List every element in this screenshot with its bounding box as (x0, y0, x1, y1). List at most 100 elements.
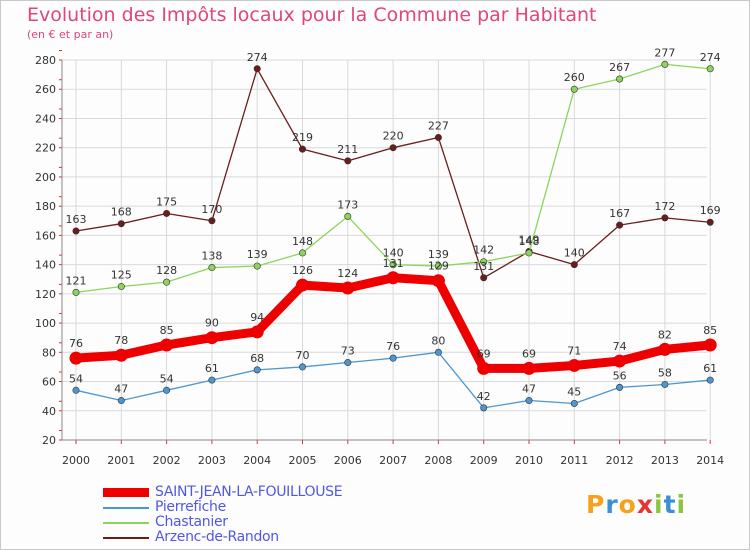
data-label: 47 (522, 383, 536, 396)
data-point (117, 283, 125, 291)
data-label: 73 (341, 345, 355, 358)
data-point (160, 338, 174, 352)
data-label: 168 (111, 206, 132, 219)
legend-label: Arzenc-de-Randon (155, 529, 279, 545)
y-tick-label: 80 (42, 346, 56, 359)
y-tick-label: 140 (35, 259, 56, 272)
data-label: 76 (386, 340, 400, 353)
x-tick-label: 2001 (107, 454, 135, 467)
data-label: 71 (567, 344, 581, 357)
data-point (570, 85, 578, 93)
data-labels: 163 168 175 170 274 219 211 220 227 131 149 140 167 1… (66, 46, 721, 402)
data-point (344, 157, 352, 165)
legend-swatch (103, 488, 149, 497)
data-point (163, 386, 171, 394)
chart-title: Evolution des Impôts locaux pour la Comm… (27, 4, 597, 26)
data-label: 140 (564, 247, 585, 260)
data-point (570, 399, 578, 407)
legend-swatch (103, 537, 149, 539)
data-point (389, 261, 397, 269)
data-label: 124 (337, 267, 358, 280)
data-label: 169 (700, 204, 721, 217)
y-tick-label: 40 (42, 405, 56, 418)
data-point (205, 331, 219, 345)
y-tick-label: 160 (35, 229, 56, 242)
data-point (706, 376, 714, 384)
y-tick-label: 220 (35, 142, 56, 155)
data-label: 69 (522, 347, 536, 360)
x-tick-label: 2003 (198, 454, 226, 467)
data-point (525, 397, 533, 405)
data-label: 138 (201, 250, 222, 263)
data-label: 80 (431, 334, 445, 347)
series-lines (69, 60, 717, 412)
data-point (616, 383, 624, 391)
data-label: 61 (703, 362, 717, 375)
x-tick-label: 2011 (560, 454, 588, 467)
data-label: 78 (114, 334, 128, 347)
y-tick-label: 260 (35, 83, 56, 96)
data-point (480, 274, 488, 282)
data-point (386, 271, 400, 285)
data-label: 170 (201, 203, 222, 216)
data-point (389, 354, 397, 362)
data-label: 76 (69, 337, 83, 350)
data-point (208, 264, 216, 272)
data-point (616, 221, 624, 229)
line-chart: 20 40 60 80 100 120 140 160 180 200 220 240 260 280 20… (35, 46, 724, 467)
y-tick-label: 280 (35, 54, 56, 67)
data-point (703, 338, 717, 352)
y-tick-label: 60 (42, 376, 56, 389)
data-point (706, 65, 714, 73)
data-label: 54 (160, 372, 174, 385)
data-label: 42 (477, 390, 491, 403)
logo-letter: i (676, 490, 687, 519)
data-label: 121 (66, 274, 87, 287)
data-point (434, 262, 442, 270)
proxiti-logo: Proxiti (586, 490, 686, 519)
logo-letter: t (663, 490, 677, 519)
data-label: 148 (519, 235, 540, 248)
data-label: 131 (383, 257, 404, 270)
data-point (163, 209, 171, 217)
data-label: 131 (473, 260, 494, 273)
x-tick-label: 2002 (153, 454, 181, 467)
logo-letter: r (605, 490, 619, 519)
data-point (163, 278, 171, 286)
legend-label: Pierrefiche (155, 499, 226, 515)
data-point (613, 354, 627, 368)
data-label: 220 (383, 130, 404, 143)
data-label: 163 (66, 213, 87, 226)
data-point (72, 227, 80, 235)
y-tick-label: 240 (35, 112, 56, 125)
data-point (253, 366, 261, 374)
data-label: 175 (156, 195, 177, 208)
data-label: 125 (111, 269, 132, 282)
data-label: 85 (703, 324, 717, 337)
x-tick-label: 2004 (243, 454, 271, 467)
data-point (250, 325, 264, 339)
y-tick-label: 120 (35, 288, 56, 301)
data-label: 82 (658, 328, 672, 341)
legend-label: Chastanier (155, 514, 228, 530)
data-point (208, 217, 216, 225)
data-label: 74 (613, 340, 627, 353)
x-tick-label: 2012 (606, 454, 634, 467)
axes: 20 40 60 80 100 120 140 160 180 200 220 240 260 280 20… (35, 50, 724, 467)
data-label: 61 (205, 362, 219, 375)
x-tick-label: 2010 (515, 454, 543, 467)
data-point (296, 278, 309, 292)
data-point (480, 258, 488, 266)
x-tick-label: 2013 (651, 454, 679, 467)
data-label: 94 (250, 311, 264, 324)
data-point (341, 281, 355, 295)
data-label: 56 (613, 369, 627, 382)
x-tick-label: 2005 (289, 454, 317, 467)
data-point (616, 75, 624, 83)
data-point (434, 133, 442, 141)
data-point (480, 404, 488, 412)
x-tick-label: 2006 (334, 454, 362, 467)
data-point (344, 212, 352, 220)
data-point (525, 249, 533, 257)
